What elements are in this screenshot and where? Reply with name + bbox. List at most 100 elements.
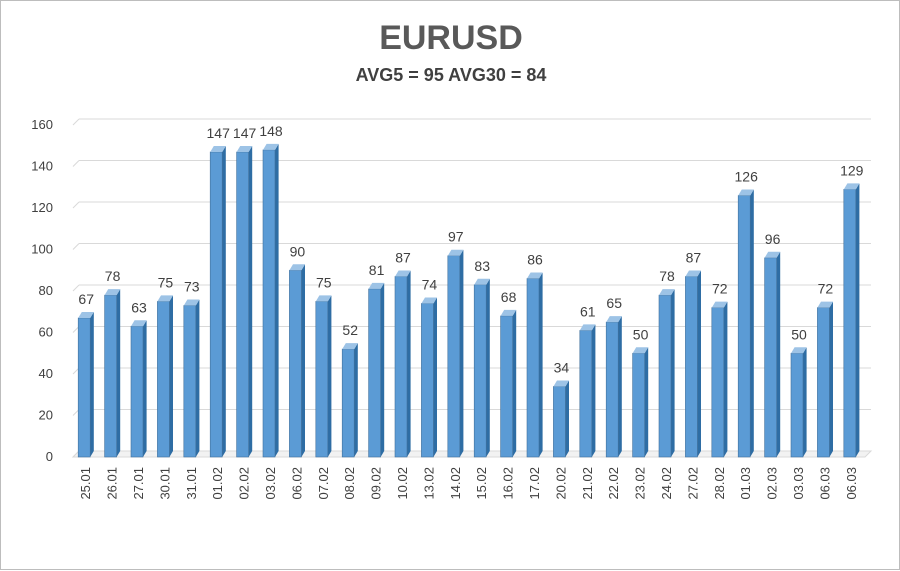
data-label: 78 — [105, 268, 121, 284]
bar-side — [697, 270, 701, 457]
y-tick-label: 80 — [39, 283, 53, 298]
bar-side — [275, 143, 279, 457]
data-label: 72 — [818, 281, 834, 297]
chart-title: EURUSD — [379, 19, 523, 57]
data-label: 50 — [791, 326, 807, 342]
data-label: 52 — [342, 322, 358, 338]
bar-side — [723, 301, 728, 457]
y-tick-label: 60 — [39, 325, 53, 340]
x-tick-label: 06.02 — [289, 467, 304, 500]
bar-side — [459, 249, 464, 457]
x-tick-label: 30.01 — [157, 467, 172, 500]
bar-top — [131, 320, 147, 327]
data-label: 72 — [712, 281, 728, 297]
bar-top — [368, 282, 385, 289]
bar — [711, 307, 725, 458]
x-tick-label: 20.02 — [553, 467, 568, 500]
bar-top — [157, 295, 173, 302]
bar-top — [447, 249, 464, 256]
bar-top — [606, 316, 622, 323]
y-tick-label: 160 — [31, 117, 53, 132]
bar-top — [342, 343, 358, 350]
chart-subtitle: AVG5 = 95 AVG30 = 84 — [355, 65, 547, 85]
bar-side — [618, 316, 622, 457]
bar-top — [685, 270, 701, 277]
data-label: 67 — [78, 291, 94, 307]
bar-side — [539, 272, 543, 457]
bar — [447, 255, 461, 458]
data-label: 73 — [184, 279, 200, 295]
bar-top — [78, 311, 94, 318]
bar — [526, 278, 540, 458]
x-tick-label: 10.02 — [395, 467, 410, 500]
bar-side — [829, 301, 833, 457]
bar-top — [289, 264, 305, 271]
bar — [236, 151, 249, 458]
bar-side — [169, 295, 173, 457]
x-tick-label: 27.02 — [685, 467, 700, 500]
bar-top — [527, 272, 543, 279]
gridline-depth — [72, 201, 80, 209]
x-tick-label: 26.01 — [105, 467, 120, 500]
x-tick-label: 01.02 — [210, 467, 225, 500]
data-label: 87 — [686, 249, 702, 265]
x-tick-label: 25.01 — [78, 467, 93, 500]
bar-side — [750, 189, 754, 458]
bar-top — [395, 270, 411, 277]
gridline-depth — [72, 243, 80, 250]
bar-side — [222, 145, 226, 457]
bar — [500, 315, 513, 458]
bar-top — [817, 301, 833, 308]
data-label: 34 — [554, 359, 570, 375]
x-tick-label: 22.02 — [606, 467, 621, 500]
bar — [77, 317, 91, 458]
bar — [394, 276, 408, 458]
x-tick-label: 06.03 — [844, 467, 859, 500]
data-label: 90 — [290, 243, 306, 259]
bar-side — [512, 309, 517, 457]
x-tick-label: 02.02 — [237, 467, 252, 500]
x-tick-label: 28.02 — [712, 467, 727, 500]
bar-side — [354, 343, 358, 457]
bar-side — [644, 347, 649, 457]
bar-top — [183, 299, 200, 306]
data-label: 126 — [735, 169, 759, 185]
data-label: 96 — [765, 231, 781, 247]
bar-side — [90, 311, 94, 457]
bar-top — [659, 289, 675, 296]
bar-side — [776, 251, 781, 457]
bar — [209, 151, 223, 458]
data-label: 65 — [606, 295, 622, 311]
bar-top — [553, 380, 569, 387]
gridline-depth — [72, 284, 80, 292]
bar-side — [565, 380, 569, 457]
data-label: 87 — [395, 249, 411, 265]
bar-side — [591, 324, 596, 457]
x-tick-label: 09.02 — [369, 467, 384, 500]
bar-top — [210, 145, 226, 152]
bar — [579, 330, 593, 458]
y-tick-label: 0 — [46, 449, 53, 464]
bar-side — [380, 282, 385, 457]
gridline-depth — [72, 118, 80, 126]
y-tick-label: 140 — [31, 159, 53, 174]
bar — [262, 149, 276, 458]
x-tick-label: 01.03 — [738, 467, 753, 500]
bar-side — [143, 320, 147, 457]
data-label: 75 — [316, 274, 332, 290]
x-tick-label: 31.01 — [184, 467, 199, 500]
bar — [157, 301, 170, 458]
data-label: 50 — [633, 326, 649, 342]
bar-side — [301, 264, 305, 457]
y-tick-label: 120 — [31, 200, 53, 215]
x-tick-label: 07.02 — [316, 467, 331, 500]
bar — [685, 276, 698, 458]
bar — [368, 288, 381, 458]
data-label: 148 — [259, 123, 283, 139]
data-label: 61 — [580, 303, 596, 319]
bar — [658, 294, 672, 458]
data-label: 83 — [474, 258, 490, 274]
y-tick-label: 20 — [39, 408, 53, 423]
